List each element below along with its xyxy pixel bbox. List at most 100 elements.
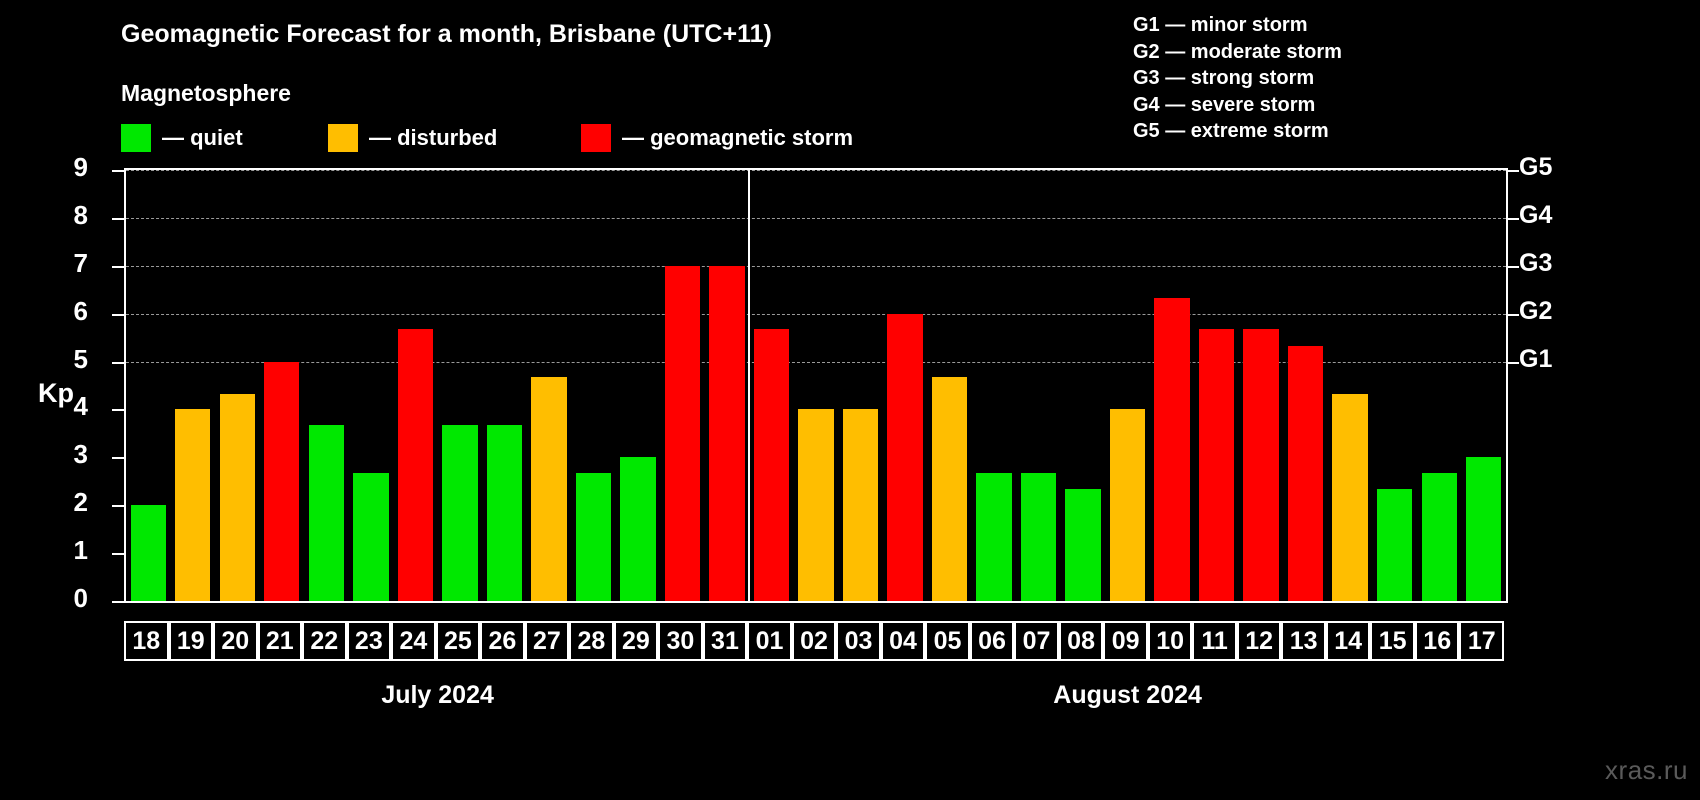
disturbed-swatch [328, 124, 358, 152]
bar-30 [664, 265, 701, 601]
date-cell-05: 05 [925, 621, 970, 661]
bar-27 [531, 377, 567, 601]
storm-swatch [581, 124, 611, 152]
bar-04 [887, 313, 923, 601]
y-tick-mark-8 [112, 217, 124, 220]
bar-08 [1065, 489, 1101, 601]
bar-17 [1466, 457, 1502, 601]
bar-05 [931, 377, 968, 601]
g-tick-label-G5: G5 [1519, 153, 1553, 181]
y-tick-label-7: 7 [73, 247, 88, 278]
date-cell-31: 31 [702, 621, 748, 661]
date-cell-20: 20 [213, 621, 258, 661]
g-tick-mark-G3 [1508, 265, 1519, 268]
date-cell-04: 04 [880, 621, 926, 661]
date-cell-17: 17 [1459, 621, 1504, 661]
date-cell-19: 19 [168, 621, 214, 661]
y-tick-mark-4 [112, 409, 124, 412]
date-cell-15: 15 [1370, 621, 1415, 661]
y-tick-label-4: 4 [73, 391, 88, 422]
bar-26 [486, 425, 523, 601]
date-cell-18: 18 [124, 621, 169, 661]
y-tick-mark-1 [112, 553, 124, 556]
date-cell-02: 02 [791, 621, 837, 661]
date-cell-01: 01 [747, 621, 792, 661]
date-cell-14: 14 [1325, 621, 1371, 661]
bar-06 [976, 473, 1012, 601]
g-tick-mark-G5 [1508, 170, 1519, 172]
g-tick-label-G3: G3 [1519, 248, 1553, 277]
watermark: xras.ru [1605, 755, 1688, 785]
g-tick-label-G4: G4 [1519, 200, 1553, 229]
bar-29 [620, 457, 656, 601]
magnetosphere-label: Magnetosphere [121, 80, 291, 106]
legend-label: — geomagnetic storm [622, 125, 854, 150]
date-cell-03: 03 [836, 621, 881, 661]
y-tick-label-1: 1 [73, 535, 88, 566]
legend-entry-2: — geomagnetic storm [581, 124, 853, 152]
legend-label: — quiet [162, 125, 243, 150]
y-tick-mark-5 [112, 361, 124, 364]
y-tick-label-5: 5 [73, 343, 88, 374]
date-cell-27: 27 [524, 621, 570, 661]
gscale-legend-row-1: G1 — minor storm [1133, 14, 1308, 36]
bar-02 [798, 409, 834, 601]
legend-label: — disturbed [369, 125, 498, 150]
bar-09 [1109, 409, 1146, 601]
date-cell-25: 25 [435, 621, 481, 661]
y-tick-label-2: 2 [73, 487, 88, 518]
bar-23 [353, 473, 389, 601]
legend-entry-1: — disturbed [328, 124, 497, 152]
g-tick-label-G2: G2 [1519, 296, 1553, 325]
bar-07 [1020, 473, 1057, 601]
gridline-kp-8 [126, 217, 1506, 219]
bar-13 [1287, 345, 1324, 601]
bar-31 [709, 265, 745, 601]
date-cell-12: 12 [1236, 621, 1282, 661]
bar-14 [1332, 393, 1368, 601]
g-tick-label-G1: G1 [1519, 344, 1553, 373]
y-tick-mark-6 [112, 313, 124, 316]
plot-area [124, 168, 1508, 603]
gscale-legend: G1 — minor storm G2 — moderate storm G3 — … [1133, 12, 1342, 145]
y-tick-mark-7 [112, 265, 124, 268]
y-tick-label-3: 3 [73, 439, 88, 470]
bar-25 [442, 425, 478, 601]
bar-12 [1243, 329, 1279, 601]
date-axis: 18 19 20 21 22 23 24 25 26 27 28 29 30 31 01 02 03 04 05 06… [124, 621, 1508, 661]
date-cell-24: 24 [391, 621, 436, 661]
month-caption-0: July 2024 [381, 681, 494, 709]
g-tick-mark-G1 [1508, 361, 1519, 364]
bar-21 [264, 361, 300, 601]
date-cell-13: 13 [1281, 621, 1326, 661]
quiet-swatch [121, 124, 151, 152]
bar-24 [397, 329, 434, 601]
date-cell-26: 26 [480, 621, 525, 661]
date-cell-16: 16 [1414, 621, 1460, 661]
bar-19 [175, 409, 211, 601]
legend-entry-0: — quiet [121, 124, 243, 152]
date-cell-28: 28 [569, 621, 614, 661]
gscale-legend-row-5: G5 — extreme storm [1133, 120, 1329, 142]
date-cell-08: 08 [1058, 621, 1104, 661]
y-tick-label-6: 6 [73, 295, 88, 326]
month-divider-line [748, 170, 751, 601]
date-cell-23: 23 [346, 621, 392, 661]
y-axis-label: Kp [38, 378, 74, 408]
bar-18 [130, 505, 166, 601]
gridline-kp-6 [126, 313, 1506, 315]
y-tick-label-0: 0 [73, 583, 88, 613]
gridline-kp-5 [126, 361, 1506, 363]
g-tick-mark-G2 [1508, 313, 1519, 316]
y-tick-mark-0 [112, 601, 124, 603]
bar-22 [308, 425, 344, 601]
bar-15 [1377, 489, 1413, 601]
gscale-legend-row-3: G3 — strong storm [1133, 67, 1315, 89]
page-title: Geomagnetic Forecast for a month, Brisba… [121, 20, 772, 48]
y-tick-mark-2 [112, 505, 124, 508]
gridline-kp-7 [126, 265, 1506, 267]
bars-layer [126, 170, 1506, 601]
date-cell-10: 10 [1147, 621, 1193, 661]
bar-03 [842, 409, 879, 601]
date-cell-11: 11 [1192, 621, 1237, 661]
